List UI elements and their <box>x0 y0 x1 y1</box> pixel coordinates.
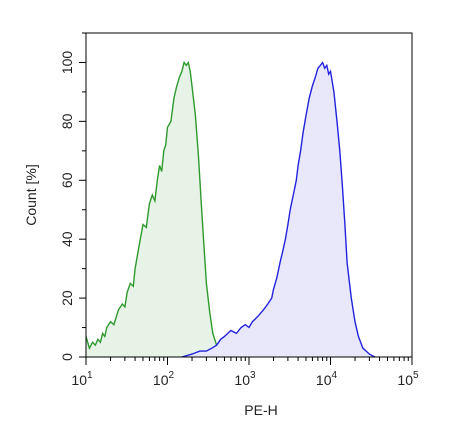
y-axis-label: Count [%] <box>23 164 39 225</box>
y-axis: 0 20 40 60 80 100 <box>59 32 86 361</box>
x-tick-label: 102 <box>153 370 175 388</box>
series-2-line <box>181 61 376 358</box>
x-tick-label: 101 <box>71 370 93 388</box>
y-tick-label: 100 <box>59 51 75 75</box>
plot-area <box>85 60 376 358</box>
x-tick-label: 105 <box>397 370 419 388</box>
series-1-area <box>86 62 231 357</box>
x-tick-label: 104 <box>316 370 338 388</box>
y-tick-label: 80 <box>59 113 75 129</box>
y-tick-label: 0 <box>59 353 75 361</box>
x-axis-label: PE-H <box>244 402 277 418</box>
x-tick-label: 103 <box>234 370 256 388</box>
x-axis: 101 102 103 104 105 <box>71 357 419 388</box>
series-2-area <box>181 62 375 357</box>
y-tick-label: 60 <box>59 172 75 188</box>
y-tick-label: 40 <box>59 231 75 247</box>
series-1-line <box>85 60 232 358</box>
y-tick-label: 20 <box>59 290 75 306</box>
